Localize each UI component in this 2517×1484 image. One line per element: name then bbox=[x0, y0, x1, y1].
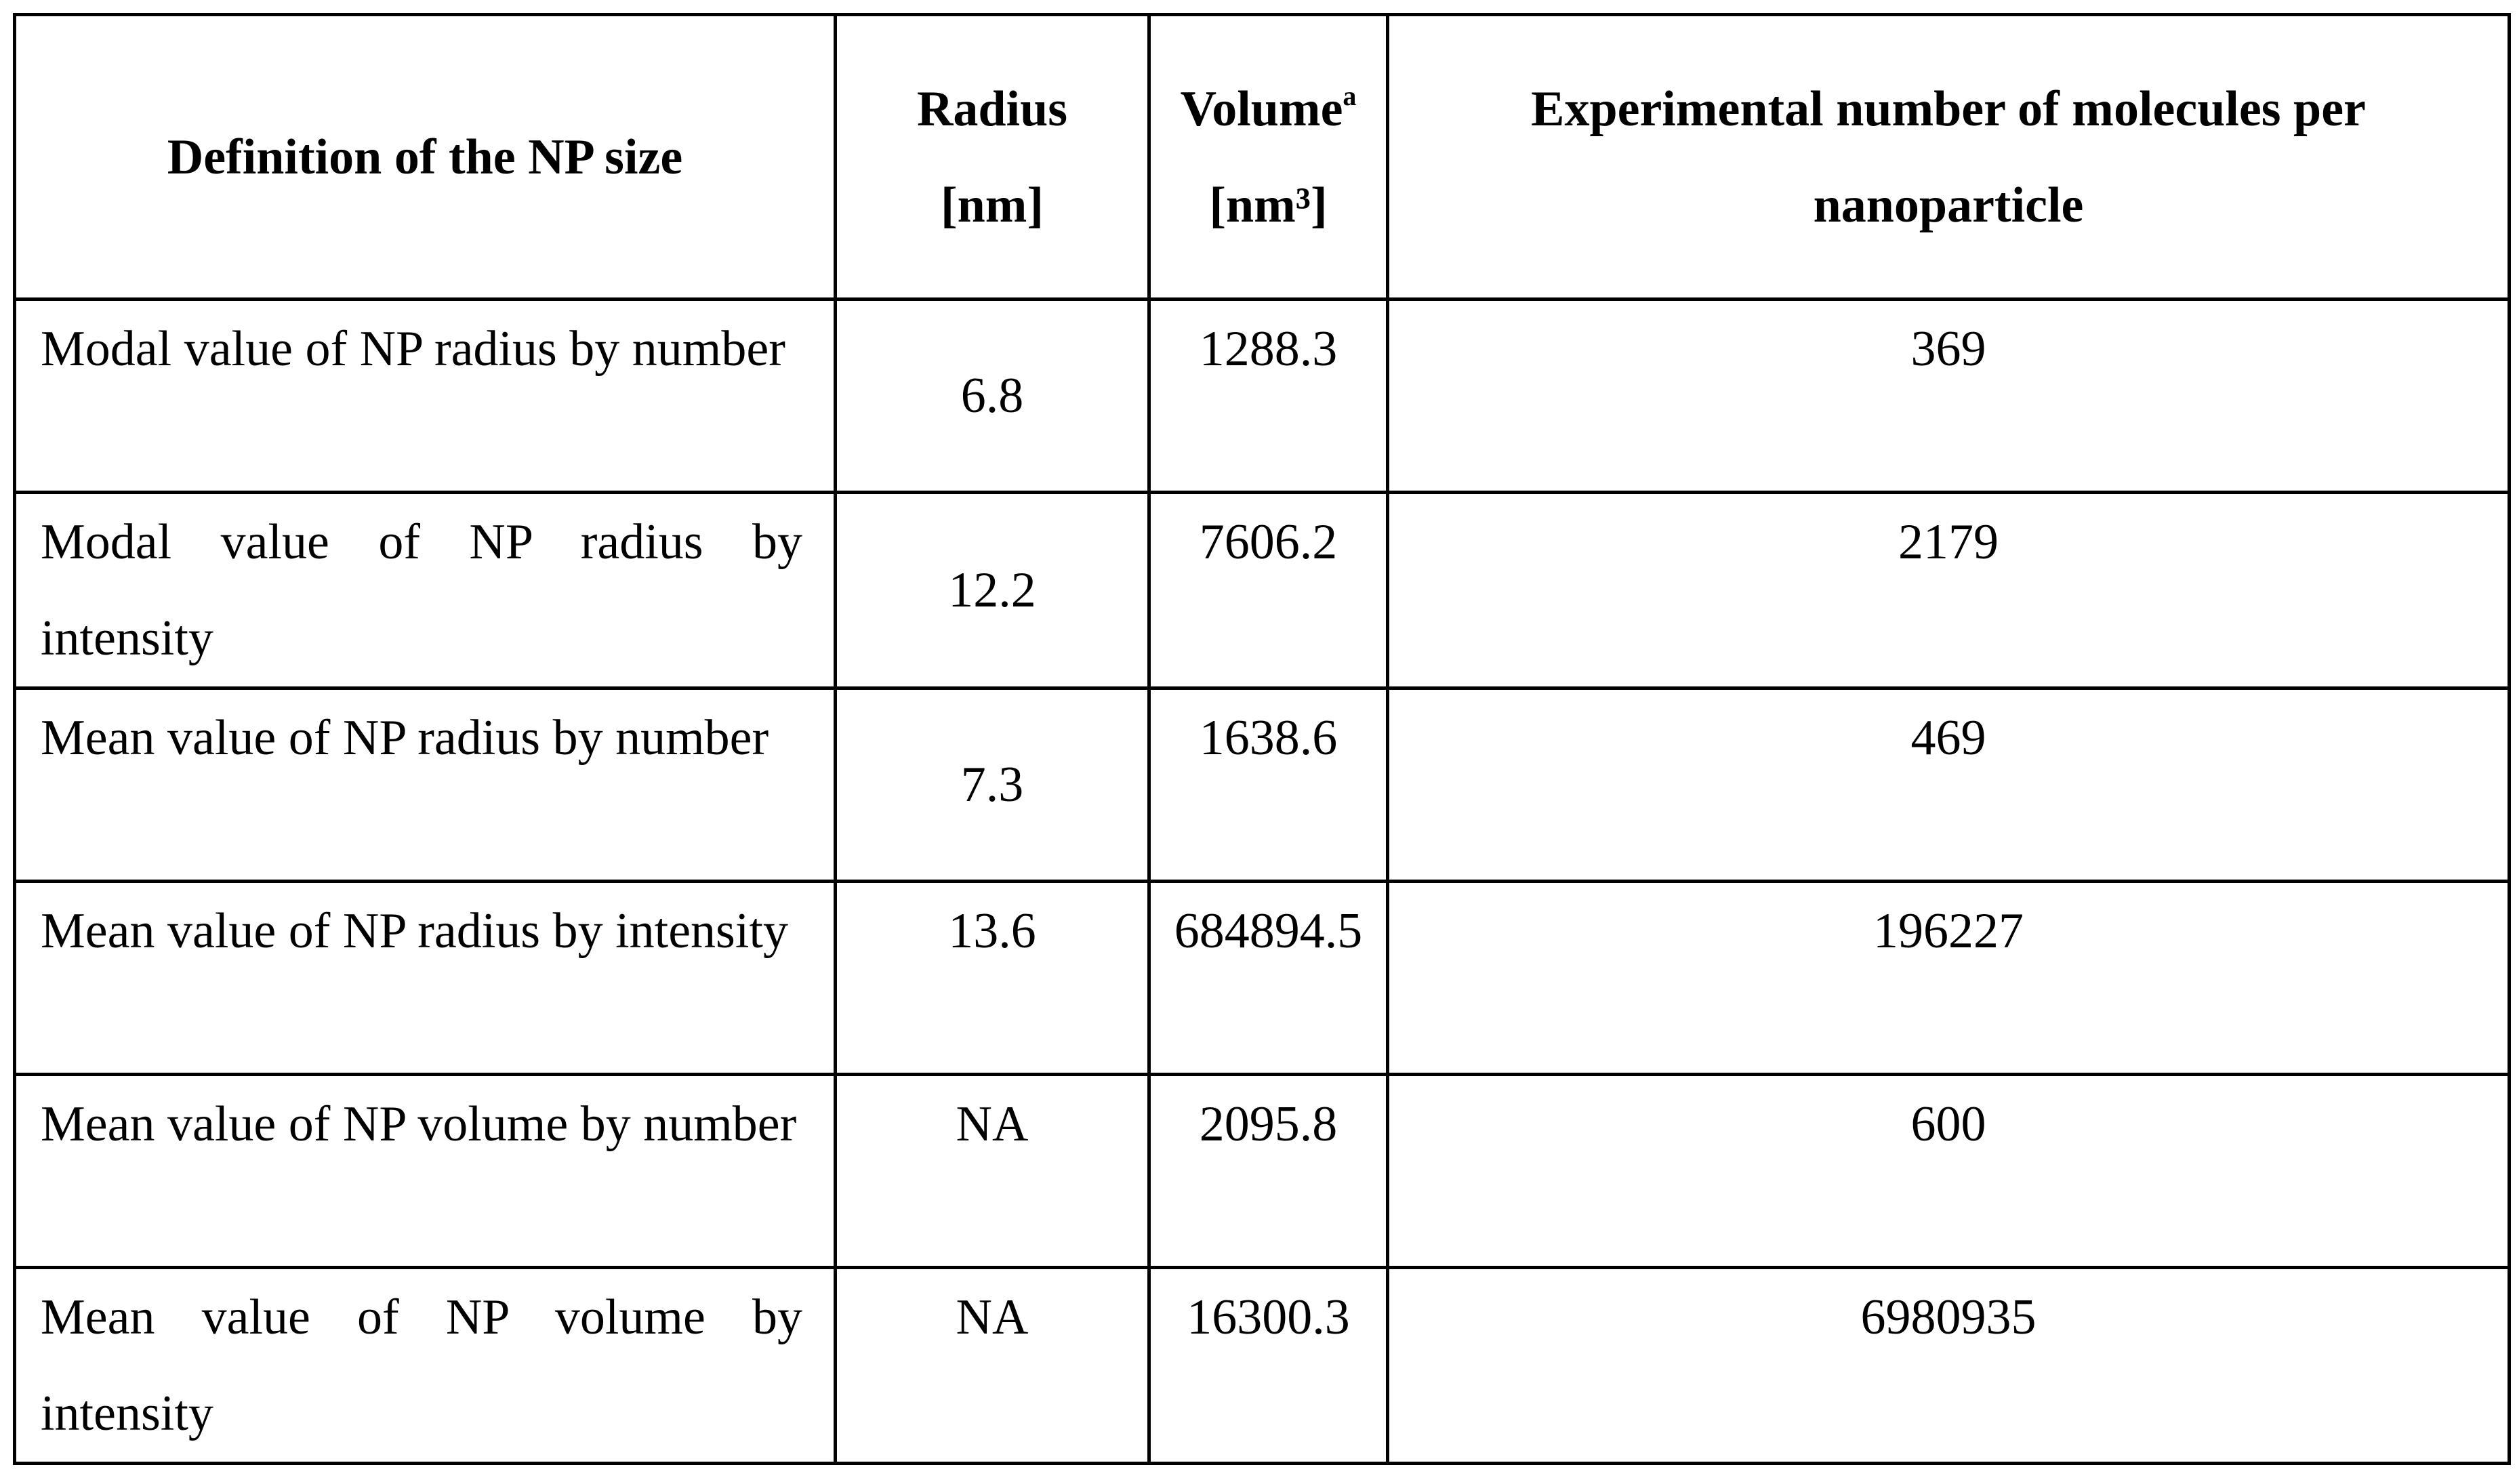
size-definition-cell: Modal value of NP radius by number bbox=[13, 297, 837, 494]
molecule-count-cell: 600 bbox=[1386, 1073, 2511, 1269]
radius-cell: NA bbox=[834, 1073, 1151, 1269]
header-cell: Definition of the NP size bbox=[13, 13, 837, 301]
table-header: Definition of the NP size Radius [nm] Vo… bbox=[13, 13, 2511, 301]
header-text: Volume bbox=[1180, 81, 1343, 137]
volume-cell: 16300.3 bbox=[1147, 1266, 1389, 1465]
molecule-count-cell: 469 bbox=[1386, 686, 2511, 883]
header-cell: Radius [nm] bbox=[834, 13, 1151, 301]
header-text: Definition of the NP size bbox=[167, 129, 683, 185]
table-row: Modal value of NP radius by intensity 12.… bbox=[13, 491, 2511, 690]
data-table: Definition of the NP size Radius [nm] Vo… bbox=[13, 13, 2511, 1465]
size-definition-cell: Modal value of NP radius by intensity bbox=[13, 491, 837, 690]
table-row: Mean value of NP radius by number 7.3 1638… bbox=[13, 686, 2511, 883]
header-cell: Experimental number of molecules per nan… bbox=[1386, 13, 2511, 301]
table-body: Modal value of NP radius by number 6.8 128… bbox=[13, 297, 2511, 1465]
volume-cell: 2095.8 bbox=[1147, 1073, 1389, 1269]
table-row: Modal value of NP radius by number 6.8 128… bbox=[13, 297, 2511, 494]
volume-cell: 684894.5 bbox=[1147, 880, 1389, 1076]
size-definition-cell: Mean value of NP volume by number bbox=[13, 1073, 837, 1269]
volume-cell: 7606.2 bbox=[1147, 491, 1389, 690]
radius-cell: NA bbox=[834, 1266, 1151, 1465]
header-row: Definition of the NP size Radius [nm] Vo… bbox=[13, 13, 2511, 301]
molecule-count-cell: 369 bbox=[1386, 297, 2511, 494]
header-unit: [nm³] bbox=[1209, 177, 1328, 233]
radius-cell: 6.8 bbox=[834, 297, 1151, 494]
table-row: Mean value of NP volume by intensity NA 16… bbox=[13, 1266, 2511, 1465]
radius-cell: 13.6 bbox=[834, 880, 1151, 1076]
molecule-count-cell: 6980935 bbox=[1386, 1266, 2511, 1465]
radius-cell: 12.2 bbox=[834, 491, 1151, 690]
molecule-count-cell: 196227 bbox=[1386, 880, 2511, 1076]
header-cell: Volumea [nm³] bbox=[1147, 13, 1389, 301]
size-definition-cell: Mean value of NP radius by number bbox=[13, 686, 837, 883]
volume-cell: 1288.3 bbox=[1147, 297, 1389, 494]
header-text: Experimental number of molecules per nan… bbox=[1531, 81, 2366, 233]
footnote-mark: a bbox=[1343, 80, 1357, 111]
radius-cell: 7.3 bbox=[834, 686, 1151, 883]
size-definition-cell: Mean value of NP volume by intensity bbox=[13, 1266, 837, 1465]
table-row: Mean value of NP volume by number NA 2095.… bbox=[13, 1073, 2511, 1269]
table-row: Mean value of NP radius by intensity 13.6… bbox=[13, 880, 2511, 1076]
molecule-count-cell: 2179 bbox=[1386, 491, 2511, 690]
size-definition-cell: Mean value of NP radius by intensity bbox=[13, 880, 837, 1076]
volume-cell: 1638.6 bbox=[1147, 686, 1389, 883]
header-text: Radius [nm] bbox=[916, 81, 1068, 233]
